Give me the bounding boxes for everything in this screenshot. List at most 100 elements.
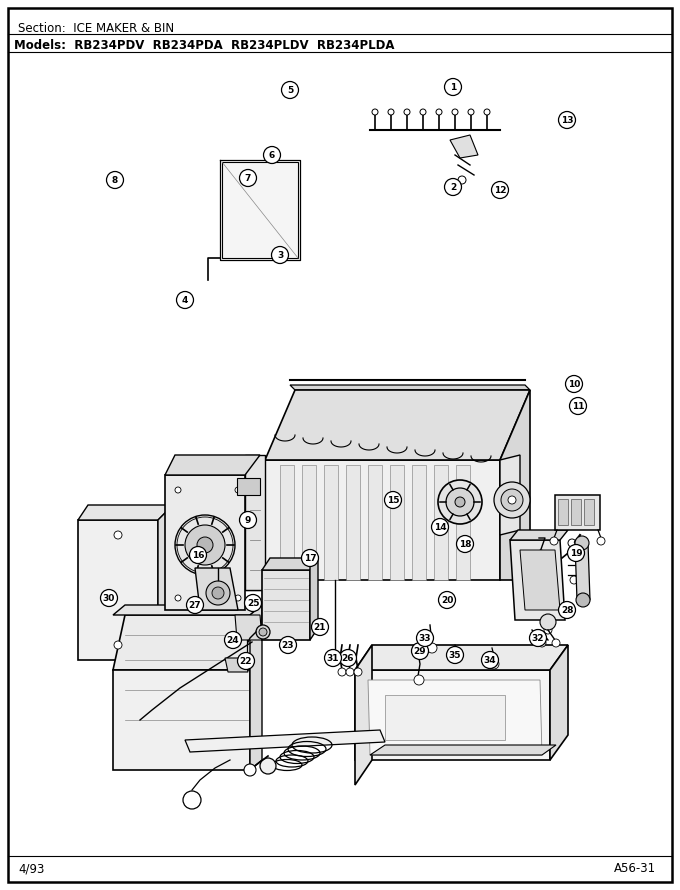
Polygon shape <box>165 455 260 475</box>
Text: 24: 24 <box>226 635 239 644</box>
Polygon shape <box>434 465 448 580</box>
Circle shape <box>468 109 474 115</box>
Polygon shape <box>510 530 568 540</box>
Circle shape <box>388 109 394 115</box>
Polygon shape <box>510 540 565 620</box>
Text: 10: 10 <box>568 380 580 389</box>
Circle shape <box>508 496 516 504</box>
Polygon shape <box>262 570 310 640</box>
Circle shape <box>568 545 585 562</box>
Text: A56-31: A56-31 <box>614 862 656 875</box>
Polygon shape <box>195 568 238 610</box>
Circle shape <box>445 179 462 196</box>
Circle shape <box>185 525 225 565</box>
Polygon shape <box>450 135 478 158</box>
Polygon shape <box>250 605 262 770</box>
Circle shape <box>237 652 254 669</box>
Polygon shape <box>355 645 568 670</box>
Circle shape <box>492 182 509 198</box>
Circle shape <box>455 497 465 507</box>
Text: 34: 34 <box>483 656 496 665</box>
Circle shape <box>452 109 458 115</box>
Text: 11: 11 <box>572 401 584 411</box>
Text: 4: 4 <box>182 295 188 304</box>
Text: 12: 12 <box>494 186 506 195</box>
Text: 22: 22 <box>240 657 252 666</box>
Circle shape <box>114 641 122 649</box>
Circle shape <box>597 537 605 545</box>
Circle shape <box>414 675 424 685</box>
Text: 2: 2 <box>450 182 456 192</box>
Polygon shape <box>245 455 265 590</box>
Text: 4/93: 4/93 <box>18 862 44 875</box>
Text: 16: 16 <box>192 551 204 560</box>
Circle shape <box>540 614 556 630</box>
Text: 18: 18 <box>459 540 471 549</box>
Circle shape <box>114 531 122 539</box>
Circle shape <box>570 398 586 415</box>
FancyBboxPatch shape <box>385 695 505 740</box>
Polygon shape <box>355 670 550 760</box>
FancyBboxPatch shape <box>571 499 581 525</box>
Circle shape <box>384 491 401 508</box>
Circle shape <box>282 82 299 99</box>
Polygon shape <box>302 465 316 580</box>
Text: 33: 33 <box>419 634 431 643</box>
Polygon shape <box>412 465 426 580</box>
Polygon shape <box>368 680 542 755</box>
Circle shape <box>175 595 181 601</box>
Text: 9: 9 <box>245 516 251 525</box>
Polygon shape <box>355 645 372 785</box>
Text: Section:  ICE MAKER & BIN: Section: ICE MAKER & BIN <box>18 22 174 35</box>
Circle shape <box>436 109 442 115</box>
Text: 14: 14 <box>434 522 446 532</box>
Polygon shape <box>113 615 262 670</box>
Circle shape <box>264 147 280 164</box>
Text: 19: 19 <box>570 549 582 558</box>
Text: 27: 27 <box>188 601 201 610</box>
Circle shape <box>416 629 434 646</box>
Circle shape <box>239 512 256 529</box>
Circle shape <box>346 668 354 676</box>
Circle shape <box>446 488 474 516</box>
Polygon shape <box>78 505 173 520</box>
Circle shape <box>279 636 296 653</box>
Circle shape <box>568 539 576 547</box>
Polygon shape <box>185 730 385 752</box>
Polygon shape <box>456 465 470 580</box>
Circle shape <box>489 659 499 669</box>
FancyBboxPatch shape <box>584 499 594 525</box>
Circle shape <box>550 537 558 545</box>
Circle shape <box>354 668 362 676</box>
Circle shape <box>330 655 340 665</box>
Circle shape <box>566 376 583 392</box>
Circle shape <box>175 515 235 575</box>
Text: 26: 26 <box>342 654 354 663</box>
Text: 3: 3 <box>277 251 283 260</box>
Polygon shape <box>370 745 556 755</box>
Circle shape <box>186 596 203 613</box>
Circle shape <box>245 595 262 611</box>
Circle shape <box>177 517 233 573</box>
Circle shape <box>575 536 589 550</box>
Text: 5: 5 <box>287 85 293 95</box>
Circle shape <box>338 668 346 676</box>
Circle shape <box>235 487 241 493</box>
Circle shape <box>324 650 341 667</box>
Polygon shape <box>555 495 600 530</box>
Circle shape <box>447 646 464 664</box>
Circle shape <box>197 537 213 553</box>
Circle shape <box>484 109 490 115</box>
Polygon shape <box>235 615 262 640</box>
Text: 8: 8 <box>112 176 118 185</box>
Polygon shape <box>280 465 294 580</box>
Polygon shape <box>158 505 173 660</box>
Circle shape <box>271 247 288 263</box>
Polygon shape <box>346 465 360 580</box>
Circle shape <box>530 629 547 646</box>
Text: 1: 1 <box>450 83 456 92</box>
Circle shape <box>456 536 473 553</box>
Text: 32: 32 <box>532 634 544 643</box>
Circle shape <box>177 292 194 309</box>
Text: Models:  RB234PDV  RB234PDA  RB234PLDV  RB234PLDA: Models: RB234PDV RB234PDA RB234PLDV RB23… <box>14 39 394 52</box>
